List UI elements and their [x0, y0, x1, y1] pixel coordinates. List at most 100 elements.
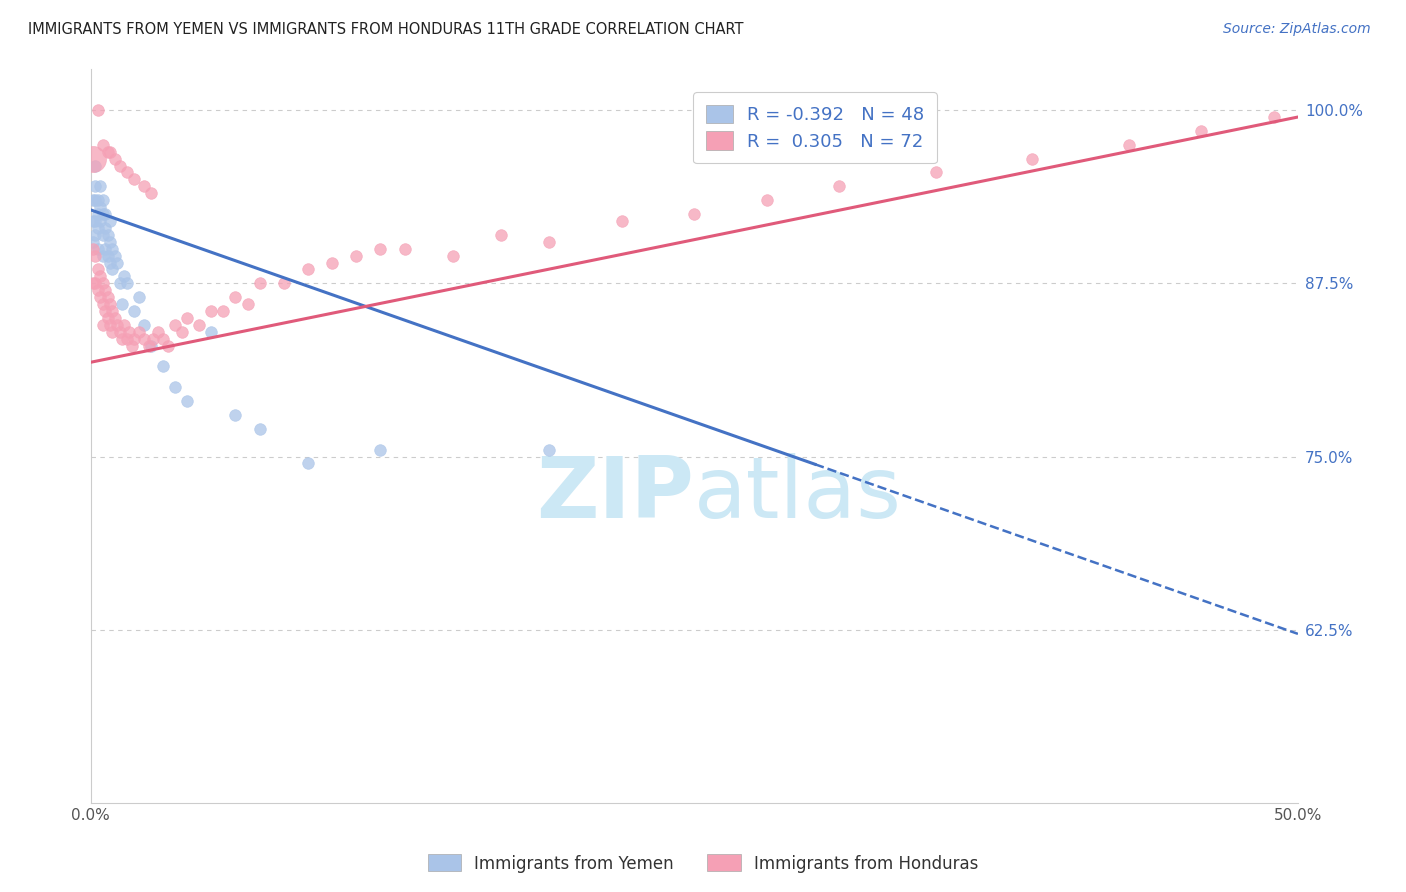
Point: [87, 207, 110, 221]
Point: [98, 235, 121, 249]
Point: [148, 325, 170, 339]
Point: [1021, 152, 1043, 166]
Point: [138, 339, 160, 353]
Point: [104, 152, 127, 166]
Point: [128, 325, 150, 339]
Point: [925, 165, 948, 179]
Point: [87, 262, 110, 277]
Point: [212, 304, 235, 318]
Point: [91, 297, 114, 311]
Point: [87, 193, 110, 207]
Point: [84, 227, 107, 242]
Point: [84, 249, 107, 263]
Point: [188, 318, 211, 332]
Point: [165, 380, 187, 394]
Point: [165, 318, 187, 332]
Point: [394, 242, 416, 256]
Point: [132, 332, 155, 346]
Point: [101, 262, 124, 277]
Point: [152, 332, 174, 346]
Point: [105, 318, 128, 332]
Point: [273, 277, 295, 291]
Point: [98, 145, 121, 159]
Point: [236, 297, 259, 311]
Point: [94, 283, 117, 297]
Point: [101, 325, 124, 339]
Point: [96, 249, 118, 263]
Point: [94, 220, 117, 235]
Text: ZIP: ZIP: [537, 453, 695, 536]
Point: [112, 269, 135, 284]
Point: [121, 339, 143, 353]
Point: [297, 457, 319, 471]
Point: [84, 179, 107, 194]
Point: [108, 159, 131, 173]
Point: [84, 214, 107, 228]
Point: [224, 290, 246, 304]
Point: [96, 227, 118, 242]
Point: [115, 165, 138, 179]
Point: [122, 172, 145, 186]
Point: [89, 290, 111, 304]
Point: [1118, 137, 1140, 152]
Point: [82, 277, 104, 291]
Point: [82, 235, 104, 249]
Point: [82, 193, 104, 207]
Point: [84, 277, 107, 291]
Point: [176, 310, 198, 325]
Point: [108, 325, 131, 339]
Point: [101, 242, 124, 256]
Text: atlas: atlas: [695, 453, 903, 536]
Point: [224, 408, 246, 422]
Point: [152, 359, 174, 374]
Point: [128, 290, 150, 304]
Point: [538, 442, 561, 457]
Point: [84, 193, 107, 207]
Point: [370, 242, 392, 256]
Point: [1263, 110, 1285, 124]
Point: [89, 179, 111, 194]
Point: [176, 394, 198, 409]
Point: [441, 249, 464, 263]
Point: [122, 304, 145, 318]
Point: [89, 200, 111, 214]
Point: [94, 207, 117, 221]
Point: [82, 214, 104, 228]
Point: [755, 193, 778, 207]
Point: [172, 325, 194, 339]
Point: [683, 207, 706, 221]
Point: [98, 214, 121, 228]
Point: [111, 297, 134, 311]
Point: [249, 277, 271, 291]
Point: [101, 304, 124, 318]
Point: [87, 242, 110, 256]
Text: Source: ZipAtlas.com: Source: ZipAtlas.com: [1223, 22, 1371, 37]
Point: [91, 193, 114, 207]
Point: [82, 152, 104, 166]
Point: [139, 339, 162, 353]
Point: [96, 290, 118, 304]
Point: [344, 249, 367, 263]
Point: [84, 159, 107, 173]
Point: [98, 297, 121, 311]
Point: [115, 332, 138, 346]
Point: [91, 137, 114, 152]
Point: [91, 277, 114, 291]
Point: [87, 283, 110, 297]
Point: [112, 318, 135, 332]
Point: [91, 249, 114, 263]
Point: [108, 277, 131, 291]
Point: [87, 103, 110, 117]
Point: [370, 442, 392, 457]
Point: [96, 145, 118, 159]
Point: [538, 235, 561, 249]
Point: [104, 310, 127, 325]
Point: [156, 339, 179, 353]
Point: [91, 207, 114, 221]
Text: IMMIGRANTS FROM YEMEN VS IMMIGRANTS FROM HONDURAS 11TH GRADE CORRELATION CHART: IMMIGRANTS FROM YEMEN VS IMMIGRANTS FROM…: [28, 22, 744, 37]
Point: [122, 332, 145, 346]
Point: [91, 318, 114, 332]
Point: [297, 262, 319, 277]
Point: [200, 325, 222, 339]
Point: [104, 249, 127, 263]
